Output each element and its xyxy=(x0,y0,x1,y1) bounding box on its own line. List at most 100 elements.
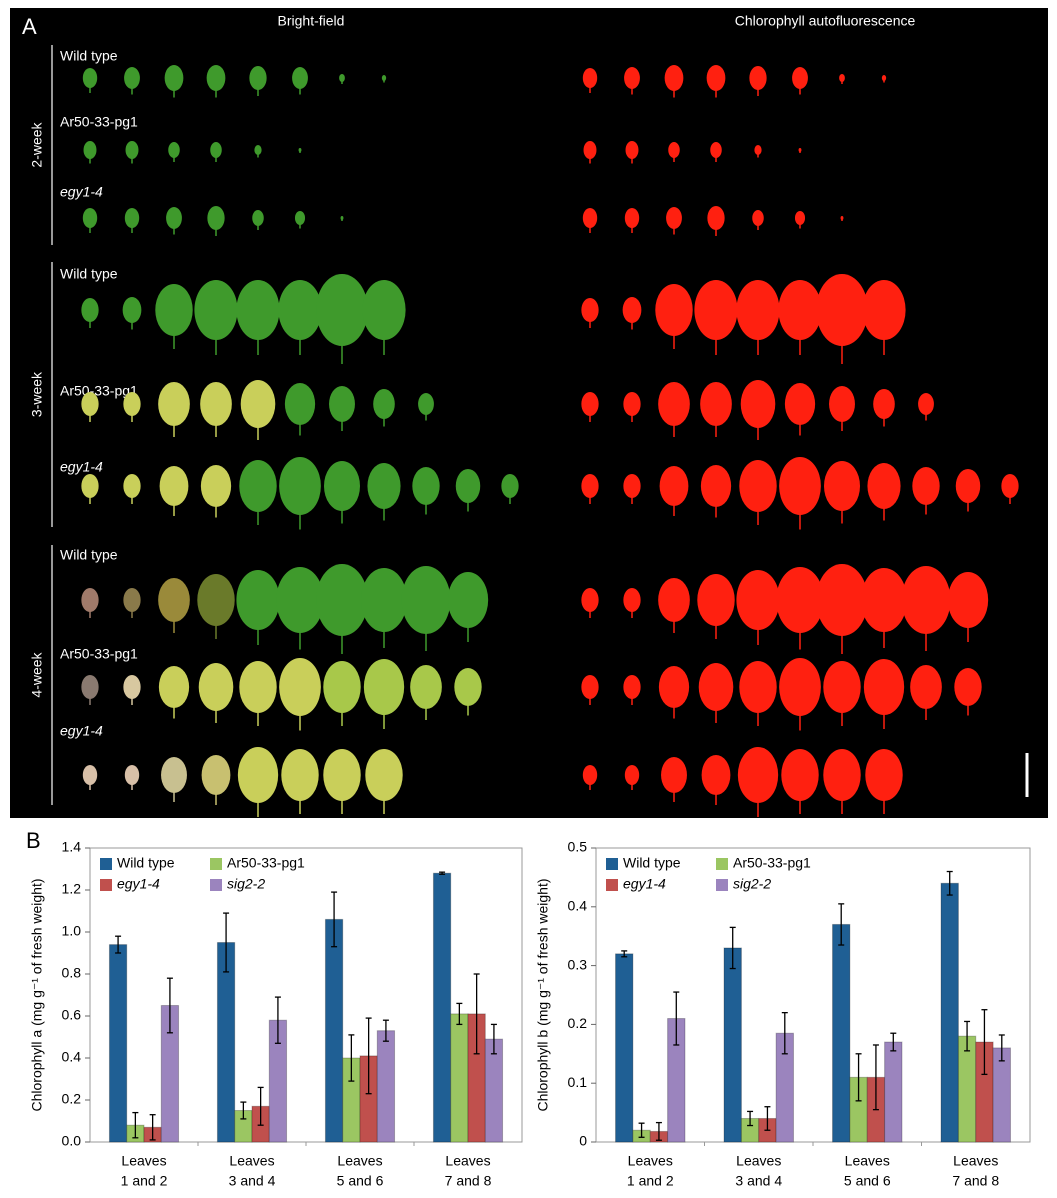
leaf xyxy=(239,460,277,512)
bar xyxy=(723,947,742,1143)
leaf xyxy=(700,465,732,507)
genotype-label: Wild type xyxy=(60,266,118,282)
legend-swatch xyxy=(100,858,112,870)
panel-label: B xyxy=(26,828,41,853)
legend-label: egy1-4 xyxy=(623,876,666,892)
leaf xyxy=(363,659,405,715)
leaf xyxy=(707,206,725,230)
leaf xyxy=(659,466,689,506)
leaf xyxy=(823,661,861,713)
leaf xyxy=(252,210,264,226)
y-tick-label: 0.6 xyxy=(62,1007,82,1023)
y-tick-label: 0.5 xyxy=(568,839,588,855)
leaf xyxy=(124,67,140,89)
error-bar xyxy=(473,973,480,1055)
leaf xyxy=(737,747,779,803)
leaf xyxy=(752,210,764,226)
leaf xyxy=(624,765,640,785)
error-bar xyxy=(240,1101,247,1120)
leaf xyxy=(779,658,821,716)
leaf xyxy=(625,141,639,159)
panel-label: A xyxy=(22,14,37,39)
leaf xyxy=(581,588,599,612)
error-bar xyxy=(132,1111,139,1139)
leaf xyxy=(623,675,641,699)
leaf xyxy=(624,208,640,228)
leaf xyxy=(623,392,641,416)
leaf xyxy=(236,570,280,630)
y-tick-label: 0.1 xyxy=(568,1074,588,1090)
leaf xyxy=(823,749,861,801)
leaf xyxy=(776,567,824,633)
leaf xyxy=(401,566,451,634)
bar xyxy=(432,872,452,1143)
leaf xyxy=(365,749,403,801)
y-tick-label: 0.0 xyxy=(62,1133,82,1149)
leaf xyxy=(865,749,903,801)
leaf xyxy=(918,393,934,415)
y-tick-label: 1.2 xyxy=(62,881,82,897)
leaf xyxy=(298,148,302,152)
bar xyxy=(615,953,634,1143)
leaf xyxy=(418,393,434,415)
leaf xyxy=(81,675,99,699)
x-tick-label: Leaves xyxy=(337,1153,382,1169)
leaf xyxy=(82,765,98,785)
leaf xyxy=(694,280,738,340)
legend-label: egy1-4 xyxy=(117,876,160,892)
legend-swatch xyxy=(606,879,618,891)
leaf xyxy=(164,65,184,91)
leaf xyxy=(873,389,895,419)
error-bar xyxy=(638,1122,645,1138)
x-tick-label: Leaves xyxy=(121,1153,166,1169)
leaf xyxy=(123,474,141,498)
error-bar xyxy=(964,1020,971,1052)
leaf xyxy=(340,216,344,220)
error-bar xyxy=(149,1114,156,1141)
error-bar xyxy=(855,1053,862,1102)
leaf xyxy=(706,65,726,91)
leaf xyxy=(658,578,690,622)
leaf xyxy=(159,466,189,506)
error-bar xyxy=(838,903,845,946)
error-bar xyxy=(348,1034,355,1082)
leaf xyxy=(700,382,732,426)
leaf xyxy=(581,474,599,498)
x-tick-label: Leaves xyxy=(229,1153,274,1169)
leaf xyxy=(581,392,599,416)
y-tick-label: 0.2 xyxy=(62,1091,82,1107)
leaf xyxy=(739,661,777,713)
leaf xyxy=(798,148,802,152)
leaf xyxy=(155,284,193,336)
leaf xyxy=(249,66,267,90)
leaf xyxy=(754,145,762,155)
leaf xyxy=(123,588,141,612)
leaf xyxy=(749,66,767,90)
leaf xyxy=(83,141,97,159)
leaf xyxy=(201,755,231,795)
leaf xyxy=(623,588,641,612)
error-bar xyxy=(490,1023,497,1055)
leaf xyxy=(123,392,141,416)
leaf xyxy=(779,457,821,515)
age-label: 4-week xyxy=(29,651,45,697)
leaf xyxy=(200,465,232,507)
leaf xyxy=(881,75,887,81)
leaf xyxy=(668,142,680,158)
error-bar xyxy=(729,926,736,970)
error-bar xyxy=(890,1032,897,1052)
leaf xyxy=(501,474,519,498)
leaf xyxy=(697,574,735,626)
genotype-label: Wild type xyxy=(60,48,118,64)
error-bar xyxy=(998,1034,1005,1062)
leaf xyxy=(860,568,908,632)
x-tick-label: Leaves xyxy=(953,1153,998,1169)
bar xyxy=(832,923,851,1143)
leaf xyxy=(624,67,640,89)
leaf xyxy=(410,665,442,709)
leaf xyxy=(581,298,599,322)
leaf xyxy=(125,141,139,159)
column-title: Chlorophyll autofluorescence xyxy=(735,13,916,29)
leaf xyxy=(658,666,690,708)
leaf xyxy=(323,749,361,801)
